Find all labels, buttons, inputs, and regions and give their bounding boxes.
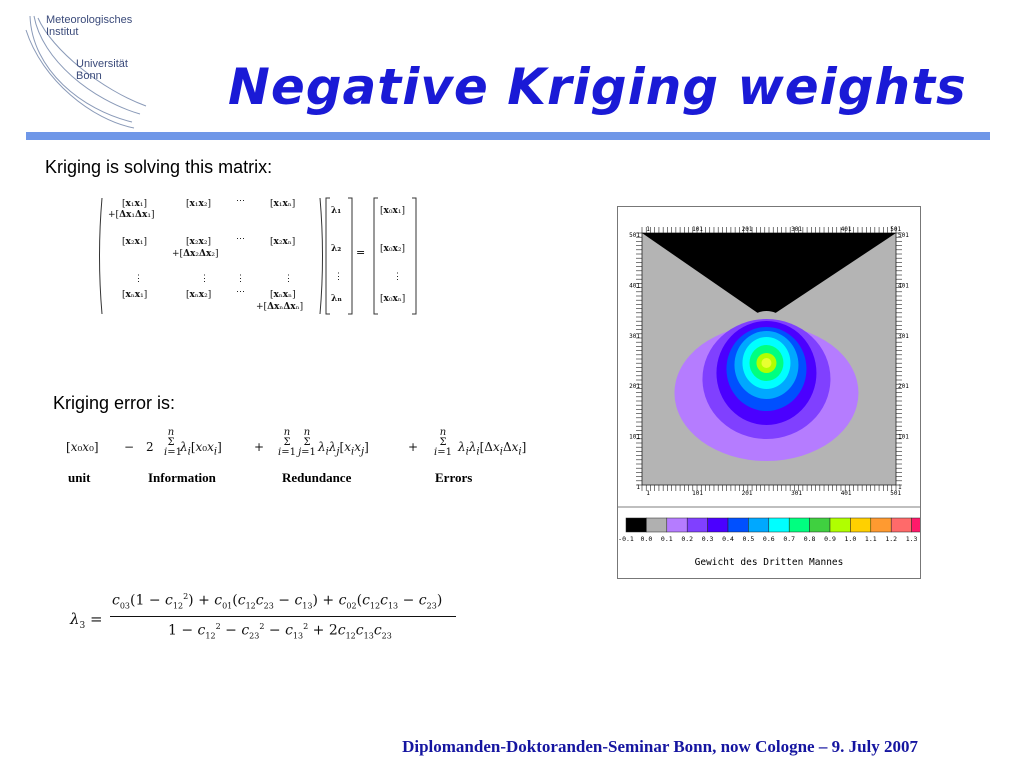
colorbar-label: 0.5 xyxy=(743,535,755,543)
colorbar-swatch xyxy=(646,517,668,533)
top-tick-label: 301 xyxy=(791,226,802,233)
kriging-weight-plot: 1 101 201 301 401 501 1 101 201 301 401 501 501 401 30… xyxy=(617,206,933,579)
colorbar-swatch xyxy=(727,517,749,533)
colorbar-swatch xyxy=(707,517,729,533)
left-tick-label: 301 xyxy=(629,333,640,340)
lambda3-formula: λ3 = c03(1 − c122) + c01(c12c23 − c13) +… xyxy=(70,588,470,648)
colorbar-label: 1.2 xyxy=(885,535,897,543)
error-label: Kriging error is: xyxy=(53,393,176,413)
error-term-redundance: Redundance xyxy=(282,470,352,485)
colorbar-swatch xyxy=(748,517,770,533)
contour-ring-8 xyxy=(761,358,772,368)
logo-text-line1: Meteorologisches xyxy=(46,14,133,26)
left-tick-label: 1 xyxy=(636,484,640,491)
colorbar-swatch xyxy=(809,517,831,533)
colorbar-label: 0.7 xyxy=(783,535,795,543)
colorbar-swatch xyxy=(768,517,790,533)
colorbar-label: 0.9 xyxy=(824,535,836,543)
bottom-tick-label: 401 xyxy=(841,490,852,497)
matrix-brackets: = xyxy=(99,197,417,315)
error-term-information: Information xyxy=(148,470,216,485)
right-tick-label: 301 xyxy=(898,333,909,340)
colorbar-swatch xyxy=(850,517,872,533)
colorbar-label: 0.1 xyxy=(661,535,673,543)
right-tick-label: 1 xyxy=(898,484,902,491)
slide-title: Negative Kriging weights xyxy=(228,58,967,116)
colorbar-label: 0.0 xyxy=(641,535,653,543)
colorbar-label: 1.0 xyxy=(845,535,857,543)
right-tick-label: 101 xyxy=(898,434,909,441)
bottom-tick-label: 301 xyxy=(791,490,802,497)
colorbar-label: 1.3 xyxy=(906,535,918,543)
footer-text: Diplomanden-Doktoranden-Seminar Bonn, no… xyxy=(402,737,918,756)
left-tick-label: 401 xyxy=(629,282,640,289)
colorbar-swatch xyxy=(666,517,688,533)
kriging-matrix-equation: = [x₁x₁] +[Δx₁Δx₁] [x₁x₂] ⋯ [x₁xₙ] [x₂x₁… xyxy=(96,194,426,319)
colorbar-label: 0.3 xyxy=(702,535,714,543)
top-tick-label: 1 xyxy=(646,226,650,233)
right-tick-label: 501 xyxy=(898,232,909,239)
left-tick-label: 501 xyxy=(629,232,640,239)
top-tick-label: 201 xyxy=(742,226,753,233)
colorbar-swatch xyxy=(686,517,708,533)
error-term-errors: Errors xyxy=(435,470,473,485)
bottom-tick-label: 501 xyxy=(890,490,901,497)
colorbar-swatch xyxy=(829,517,851,533)
colorbar-swatch xyxy=(911,517,933,533)
institute-logo: Meteorologisches Institut Universität Bo… xyxy=(22,10,172,130)
colorbar-label: 0.4 xyxy=(722,535,734,543)
colorbar-label: 0.2 xyxy=(681,535,693,543)
negative-weight-region xyxy=(642,233,896,319)
right-tick-label: 401 xyxy=(898,282,909,289)
top-tick-label: 501 xyxy=(890,226,901,233)
right-tick-label: 201 xyxy=(898,383,909,390)
colorbar-swatch xyxy=(890,517,912,533)
top-tick-label: 101 xyxy=(692,226,703,233)
colorbar-swatch xyxy=(788,517,810,533)
logo-arc-graphic xyxy=(25,15,147,129)
colorbar-label: 0.8 xyxy=(804,535,816,543)
matrix-label: Kriging is solving this matrix: xyxy=(45,157,273,177)
colorbar-swatch xyxy=(625,517,647,533)
colorbar-label: -0.1 xyxy=(618,535,634,543)
svg-text:=: = xyxy=(356,246,365,259)
bottom-tick-label: 201 xyxy=(742,490,753,497)
logo-text-line2: Institut xyxy=(46,26,79,38)
colorbar-swatch xyxy=(870,517,892,533)
left-tick-label: 201 xyxy=(629,383,640,390)
colorbar-label: 0.6 xyxy=(763,535,775,543)
title-divider xyxy=(26,132,990,140)
bottom-tick-label: 101 xyxy=(692,490,703,497)
logo-text-line4: Bonn xyxy=(76,70,102,82)
bottom-tick-label: 1 xyxy=(646,490,650,497)
error-term-unit: unit xyxy=(68,470,91,485)
logo-text-line3: Universität xyxy=(76,58,128,70)
left-tick-label: 101 xyxy=(629,434,640,441)
colorbar-label: 1.1 xyxy=(865,535,877,543)
colorbar-caption: Gewicht des Dritten Mannes xyxy=(695,557,844,568)
top-tick-label: 401 xyxy=(841,226,852,233)
